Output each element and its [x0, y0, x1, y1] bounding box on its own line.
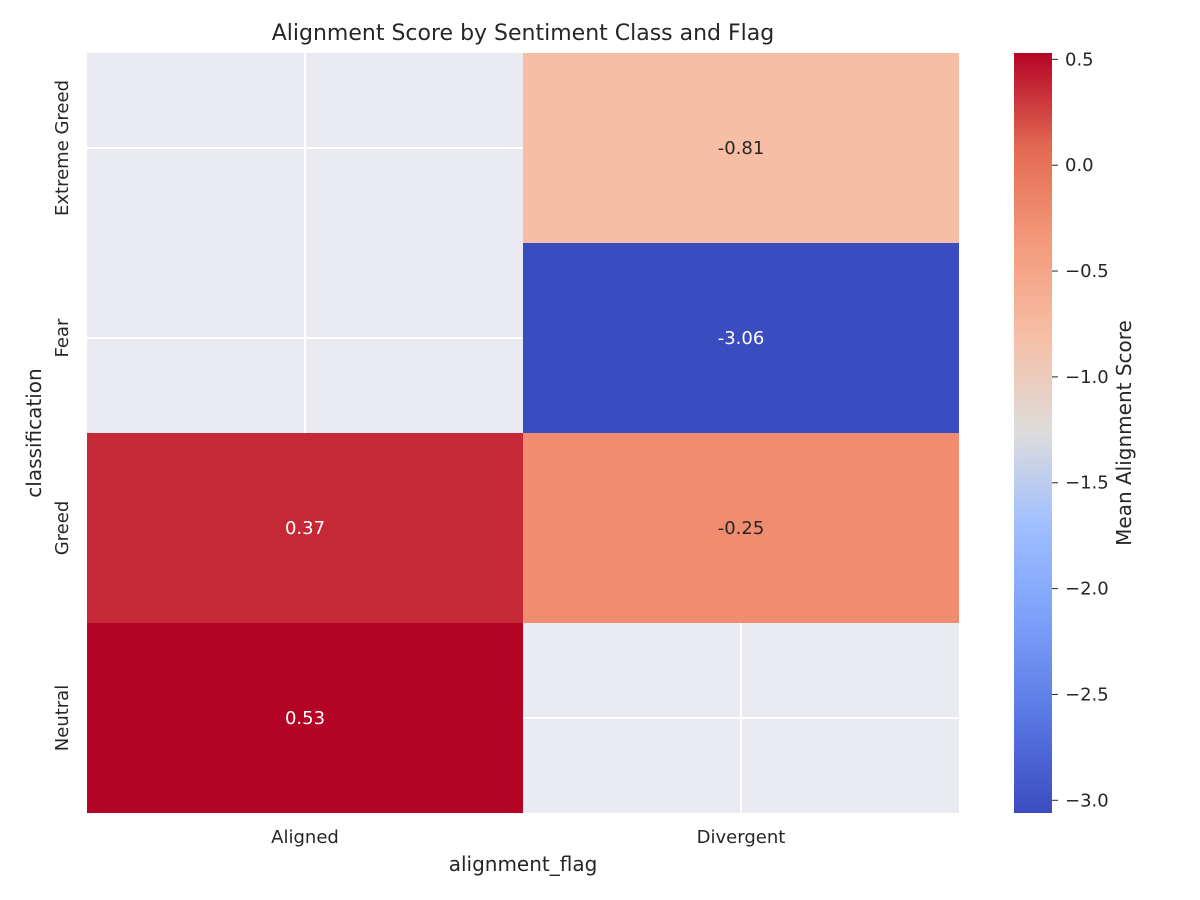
- x-tick-label: Divergent: [697, 827, 786, 848]
- colorbar: [1014, 53, 1052, 813]
- colorbar-tick-label: −0.5: [1065, 261, 1109, 282]
- colorbar-tick-label: −2.5: [1065, 684, 1109, 705]
- x-tick-label: Aligned: [271, 827, 339, 848]
- colorbar-tick-label: −2.0: [1065, 579, 1109, 600]
- x-axis-label: alignment_flag: [449, 852, 598, 876]
- y-axis-label: classification: [22, 368, 46, 497]
- heatmap-cell-neutral-aligned: [87, 623, 523, 813]
- colorbar-tick-label: −3.0: [1065, 790, 1109, 811]
- cell-value-label-fear-divergent: -3.06: [718, 328, 765, 349]
- heatmap-cell-extreme-greed-divergent: [523, 53, 959, 243]
- cell-value-label-greed-aligned: 0.37: [285, 518, 325, 539]
- cell-value-label-extreme-greed-divergent: -0.81: [718, 138, 765, 159]
- x-axis-ticks: Aligned Divergent: [271, 827, 785, 848]
- cell-value-label-neutral-aligned: 0.53: [285, 708, 325, 729]
- colorbar-tick-label: 0.5: [1065, 49, 1094, 70]
- heatmap-plot-area: -0.81 -3.06 0.37 -0.25 0.53: [87, 53, 959, 813]
- y-tick-label: Greed: [52, 501, 73, 556]
- colorbar-tick-label: −1.5: [1065, 473, 1109, 494]
- heatmap-cell-greed-aligned: [87, 433, 523, 623]
- chart-title: Alignment Score by Sentiment Class and F…: [272, 21, 774, 46]
- colorbar-tick-label: 0.0: [1065, 155, 1094, 176]
- colorbar-tick-label: −1.0: [1065, 367, 1109, 388]
- y-tick-label: Extreme Greed: [52, 80, 73, 216]
- heatmap-cell-greed-divergent: [523, 433, 959, 623]
- y-tick-label: Neutral: [52, 685, 73, 751]
- y-tick-label: Fear: [52, 318, 73, 357]
- heatmap-cell-fear-divergent: [523, 243, 959, 433]
- colorbar-label: Mean Alignment Score: [1112, 320, 1136, 546]
- colorbar-ticks: 0.5 0.0 −0.5 −1.0 −1.5 −2.0 −2.5 −3.0: [1052, 49, 1109, 811]
- y-axis-ticks: Extreme Greed Fear Greed Neutral: [52, 80, 73, 751]
- cell-value-label-greed-divergent: -0.25: [718, 518, 765, 539]
